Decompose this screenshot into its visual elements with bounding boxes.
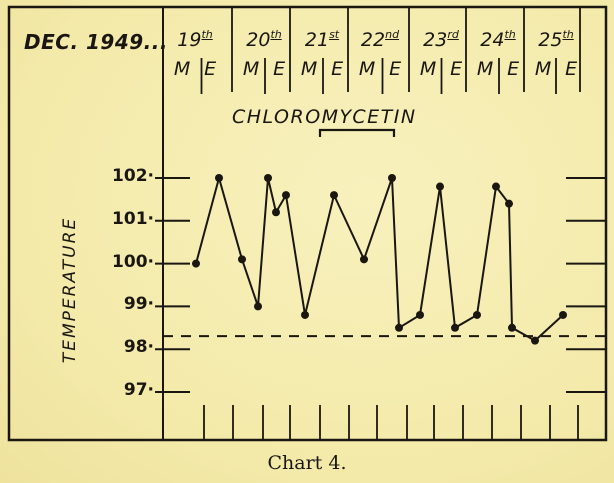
data-point xyxy=(395,323,403,332)
day-label-20: 20th xyxy=(246,28,282,51)
data-point xyxy=(559,310,567,319)
day-label-24: 24th xyxy=(480,28,516,51)
data-point xyxy=(451,323,459,332)
period-label: DEC. 1949... xyxy=(24,30,168,54)
day-label-25: 25th xyxy=(538,28,574,51)
day-label-22: 22nd xyxy=(360,28,400,51)
data-point xyxy=(508,323,516,332)
data-point xyxy=(301,310,309,319)
data-point xyxy=(238,255,246,264)
data-point xyxy=(272,208,280,217)
day-label-19: 19th xyxy=(177,28,213,51)
data-point xyxy=(330,191,338,200)
y-tick-label: 101· xyxy=(112,208,154,229)
y-tick-label: 98· xyxy=(123,337,154,358)
data-point xyxy=(215,174,223,182)
data-point xyxy=(192,259,200,268)
data-point xyxy=(436,182,444,191)
data-point xyxy=(505,199,513,208)
data-point xyxy=(360,255,368,264)
y-tick-label: 99· xyxy=(123,294,154,315)
data-point xyxy=(282,191,290,200)
chart-caption: Chart 4. xyxy=(267,452,347,474)
data-point xyxy=(254,302,262,311)
day-label-21: 21st xyxy=(304,28,340,51)
y-tick-label: 97· xyxy=(123,380,154,400)
data-point xyxy=(531,336,539,345)
day-label-23: 23rd xyxy=(423,28,459,51)
y-tick-label: 102· xyxy=(112,166,154,186)
drug-annotation: CHLOROMYCETIN xyxy=(232,106,417,128)
data-point xyxy=(416,310,424,319)
data-point xyxy=(492,182,500,191)
y-axis-label: TEMPERATURE xyxy=(60,216,80,364)
data-point xyxy=(473,310,481,319)
data-point xyxy=(388,174,396,182)
y-tick-label: 100· xyxy=(112,251,154,272)
data-point xyxy=(264,174,272,182)
